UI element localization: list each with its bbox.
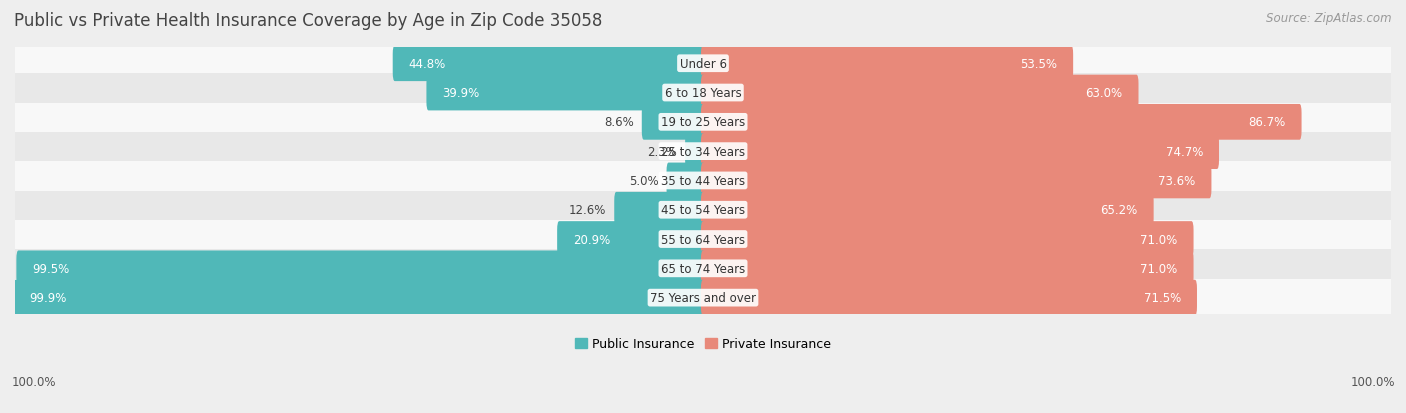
Text: Under 6: Under 6	[679, 57, 727, 71]
Bar	[15, 74, 1391, 112]
Text: 5.0%: 5.0%	[628, 175, 658, 188]
Text: 2.3%: 2.3%	[647, 145, 676, 158]
Text: 65.2%: 65.2%	[1101, 204, 1137, 217]
FancyBboxPatch shape	[702, 251, 1194, 287]
Legend: Public Insurance, Private Insurance: Public Insurance, Private Insurance	[569, 333, 837, 356]
FancyBboxPatch shape	[557, 222, 704, 257]
Text: 100.0%: 100.0%	[1350, 375, 1395, 388]
Text: 55 to 64 Years: 55 to 64 Years	[661, 233, 745, 246]
Text: 6 to 18 Years: 6 to 18 Years	[665, 87, 741, 100]
FancyBboxPatch shape	[702, 105, 1302, 140]
FancyBboxPatch shape	[702, 222, 1194, 257]
FancyBboxPatch shape	[702, 76, 1139, 111]
FancyBboxPatch shape	[702, 163, 1212, 199]
Text: 71.0%: 71.0%	[1140, 262, 1178, 275]
Text: 19 to 25 Years: 19 to 25 Years	[661, 116, 745, 129]
Text: 63.0%: 63.0%	[1085, 87, 1122, 100]
FancyBboxPatch shape	[666, 163, 704, 199]
Text: 53.5%: 53.5%	[1021, 57, 1057, 71]
Bar	[15, 221, 1391, 259]
Bar	[15, 162, 1391, 200]
Text: 86.7%: 86.7%	[1249, 116, 1285, 129]
Text: 71.5%: 71.5%	[1144, 292, 1181, 304]
Text: 20.9%: 20.9%	[574, 233, 610, 246]
FancyBboxPatch shape	[17, 251, 704, 287]
FancyBboxPatch shape	[702, 46, 1073, 82]
FancyBboxPatch shape	[641, 105, 704, 140]
Text: 99.5%: 99.5%	[32, 262, 69, 275]
Bar	[15, 249, 1391, 288]
Bar	[15, 45, 1391, 83]
Bar	[15, 279, 1391, 317]
Text: 100.0%: 100.0%	[11, 375, 56, 388]
Bar	[15, 104, 1391, 142]
Bar	[15, 191, 1391, 229]
Text: 74.7%: 74.7%	[1166, 145, 1204, 158]
Text: 65 to 74 Years: 65 to 74 Years	[661, 262, 745, 275]
FancyBboxPatch shape	[685, 134, 704, 170]
FancyBboxPatch shape	[702, 280, 1197, 316]
FancyBboxPatch shape	[392, 46, 704, 82]
Text: 73.6%: 73.6%	[1159, 175, 1195, 188]
FancyBboxPatch shape	[702, 192, 1154, 228]
Text: 44.8%: 44.8%	[409, 57, 446, 71]
Text: 12.6%: 12.6%	[568, 204, 606, 217]
Text: 99.9%: 99.9%	[30, 292, 67, 304]
FancyBboxPatch shape	[702, 134, 1219, 170]
Text: 35 to 44 Years: 35 to 44 Years	[661, 175, 745, 188]
FancyBboxPatch shape	[614, 192, 704, 228]
FancyBboxPatch shape	[426, 76, 704, 111]
Text: 25 to 34 Years: 25 to 34 Years	[661, 145, 745, 158]
Text: Source: ZipAtlas.com: Source: ZipAtlas.com	[1267, 12, 1392, 25]
Text: 75 Years and over: 75 Years and over	[650, 292, 756, 304]
FancyBboxPatch shape	[14, 280, 704, 316]
Text: 71.0%: 71.0%	[1140, 233, 1178, 246]
Text: 39.9%: 39.9%	[443, 87, 479, 100]
Text: 45 to 54 Years: 45 to 54 Years	[661, 204, 745, 217]
Text: 8.6%: 8.6%	[603, 116, 634, 129]
Bar	[15, 133, 1391, 171]
Text: Public vs Private Health Insurance Coverage by Age in Zip Code 35058: Public vs Private Health Insurance Cover…	[14, 12, 602, 30]
